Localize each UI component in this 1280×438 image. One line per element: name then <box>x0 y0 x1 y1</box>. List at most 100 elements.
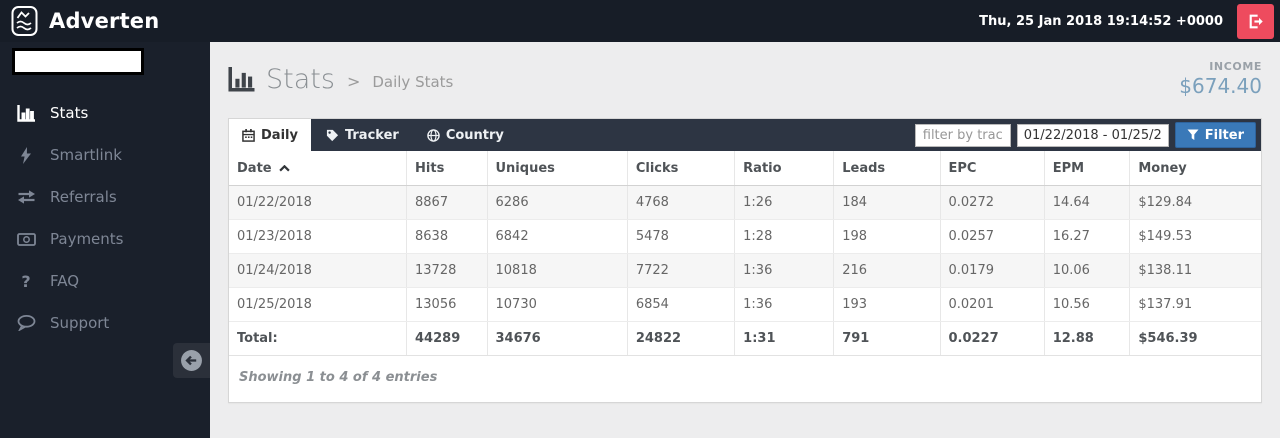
lightning-icon <box>15 146 37 164</box>
cell-ratio: 1:36 <box>734 253 835 288</box>
cell-epc: 0.0179 <box>940 253 1045 288</box>
cell-hits: 8638 <box>406 219 488 254</box>
sidebar-item-referrals[interactable]: Referrals <box>0 176 210 218</box>
logout-button[interactable] <box>1237 3 1274 39</box>
date-range-input[interactable] <box>1016 123 1169 147</box>
tab-controls: Filter <box>914 119 1261 151</box>
cell-money: $129.84 <box>1129 185 1261 220</box>
sidebar-item-label: FAQ <box>50 272 80 290</box>
page-head: Stats > Daily Stats INCOME $674.40 <box>210 42 1280 116</box>
column-header-clicks[interactable]: Clicks <box>627 151 736 186</box>
arrow-left-circle-icon <box>180 349 203 372</box>
table-row: 01/24/2018 13728 10818 7722 1:36 216 0.0… <box>229 253 1261 288</box>
tab-label: Daily <box>261 127 298 143</box>
income-label: INCOME <box>1209 60 1262 73</box>
total-clicks: 24822 <box>627 321 736 356</box>
breadcrumb-page: Daily Stats <box>372 73 454 91</box>
tab-label: Country <box>445 127 504 143</box>
cell-ratio: 1:28 <box>734 219 835 254</box>
bar-chart-icon <box>228 67 256 92</box>
total-epc: 0.0227 <box>940 321 1045 356</box>
cell-hits: 13056 <box>406 287 488 322</box>
cell-date: 01/24/2018 <box>229 253 408 288</box>
sidebar-item-label: Support <box>50 314 110 332</box>
cell-hits: 8867 <box>406 185 488 220</box>
sidebar-item-faq[interactable]: ? FAQ <box>0 260 210 302</box>
logout-icon <box>1247 13 1264 30</box>
tab-bar: Daily Tracker <box>229 119 1261 151</box>
cell-epc: 0.0272 <box>940 185 1045 220</box>
cell-date: 01/22/2018 <box>229 185 408 220</box>
sidebar-item-payments[interactable]: Payments <box>0 218 210 260</box>
daily-stats-table: Date Hits Uniques Clicks Ratio <box>229 151 1261 356</box>
cell-money: $138.11 <box>1129 253 1261 288</box>
cell-leads: 193 <box>833 287 941 322</box>
tab-tracker[interactable]: Tracker <box>313 119 412 151</box>
cell-ratio: 1:36 <box>734 287 835 322</box>
sidebar-item-label: Referrals <box>50 188 117 206</box>
column-header-hits[interactable]: Hits <box>406 151 488 186</box>
cell-leads: 184 <box>833 185 941 220</box>
income-value: $674.40 <box>1179 74 1262 98</box>
total-ratio: 1:31 <box>734 321 835 356</box>
tab-label: Tracker <box>344 127 399 143</box>
cell-leads: 216 <box>833 253 941 288</box>
sidebar-item-label: Payments <box>50 230 124 248</box>
sidebar-collapse-button[interactable] <box>173 343 210 378</box>
tracker-filter-input[interactable] <box>914 123 1011 147</box>
svg-text:?: ? <box>21 273 30 290</box>
cell-epm: 14.64 <box>1044 185 1131 220</box>
column-header-ratio[interactable]: Ratio <box>734 151 835 186</box>
column-header-epm[interactable]: EPM <box>1044 151 1131 186</box>
table-row: 01/25/2018 13056 10730 6854 1:36 193 0.0… <box>229 287 1261 322</box>
cell-uniques: 6286 <box>487 185 628 220</box>
cell-money: $137.91 <box>1129 287 1261 322</box>
cell-leads: 198 <box>833 219 941 254</box>
sidebar-item-smartlink[interactable]: Smartlink <box>0 134 210 176</box>
sidebar-item-label: Stats <box>50 104 89 122</box>
sidebar-item-stats[interactable]: Stats <box>0 92 210 134</box>
column-header-label: Date <box>237 161 272 176</box>
cell-date: 01/25/2018 <box>229 287 408 322</box>
breadcrumb-section[interactable]: Stats <box>266 64 335 95</box>
cell-uniques: 6842 <box>487 219 628 254</box>
table-row: 01/23/2018 8638 6842 5478 1:28 198 0.025… <box>229 219 1261 254</box>
column-header-epc[interactable]: EPC <box>940 151 1045 186</box>
cell-epc: 0.0257 <box>940 219 1045 254</box>
cell-uniques: 10730 <box>487 287 628 322</box>
tag-icon <box>326 129 339 142</box>
total-epm: 12.88 <box>1044 321 1131 356</box>
column-header-date[interactable]: Date <box>229 151 408 186</box>
sidebar: Stats Smartlink <box>0 42 210 438</box>
column-header-uniques[interactable]: Uniques <box>487 151 628 186</box>
bar-chart-icon <box>15 104 37 122</box>
exchange-arrows-icon <box>15 190 37 204</box>
sidebar-menu: Stats Smartlink <box>0 92 210 344</box>
total-hits: 44289 <box>406 321 488 356</box>
cell-date: 01/23/2018 <box>229 219 408 254</box>
sidebar-item-support[interactable]: Support <box>0 302 210 344</box>
income-widget: INCOME $674.40 <box>1179 60 1262 98</box>
globe-icon <box>427 128 440 142</box>
sort-asc-icon <box>278 165 290 172</box>
total-uniques: 34676 <box>487 321 628 356</box>
top-bar: Adverten Thu, 25 Jan 2018 19:14:52 +0000 <box>0 0 1280 42</box>
cell-uniques: 10818 <box>487 253 628 288</box>
column-header-leads[interactable]: Leads <box>833 151 941 186</box>
cell-ratio: 1:26 <box>734 185 835 220</box>
breadcrumb: Stats > Daily Stats <box>228 64 453 95</box>
tab-country[interactable]: Country <box>414 119 517 151</box>
tab-daily[interactable]: Daily <box>229 119 311 151</box>
stats-panel: Daily Tracker <box>228 118 1262 403</box>
redacted-account-box <box>12 48 144 75</box>
cell-clicks: 6854 <box>627 287 736 322</box>
filter-button[interactable]: Filter <box>1174 122 1256 148</box>
table-total-row: Total: 44289 34676 24822 1:31 791 0.0227… <box>229 321 1261 356</box>
cell-epm: 10.06 <box>1044 253 1131 288</box>
table-header-row: Date Hits Uniques Clicks Ratio <box>229 151 1261 186</box>
column-header-money[interactable]: Money <box>1129 151 1261 186</box>
calendar-icon <box>242 128 255 142</box>
breadcrumb-separator: > <box>346 72 361 91</box>
total-leads: 791 <box>833 321 941 356</box>
cell-epm: 16.27 <box>1044 219 1131 254</box>
